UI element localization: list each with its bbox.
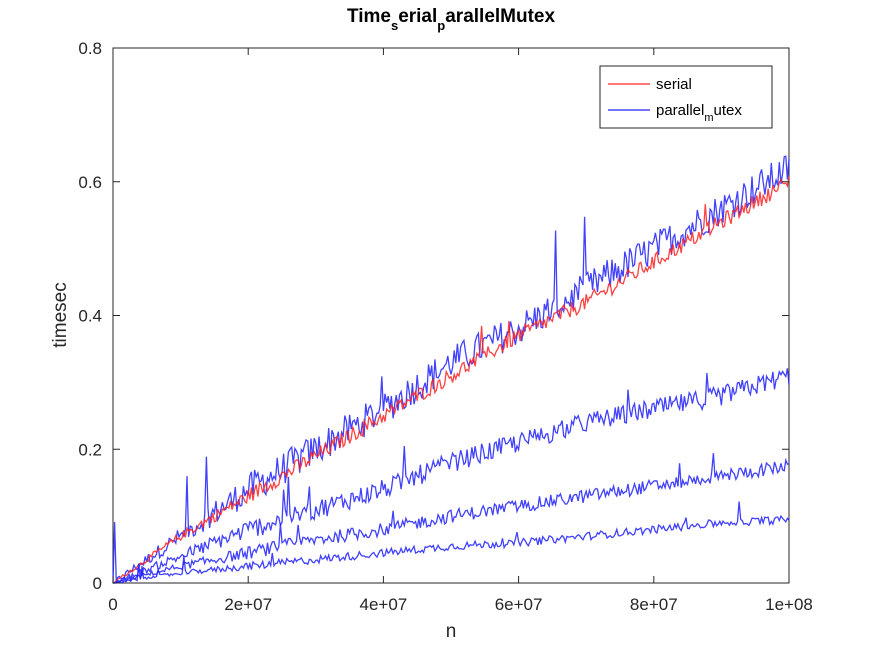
axis-ticks: 0 2e+07 4e+07 6e+07 8e+07 1e+08 0 0.2 0.4 0.6 0.8	[78, 39, 813, 614]
x-tick-label-0: 0	[108, 595, 117, 614]
y-tick-label-4: 0.8	[78, 39, 102, 58]
chart-title: TimeserialparallelMutex	[347, 6, 556, 33]
y-tick-label-1: 0.2	[78, 440, 102, 459]
legend: serial parallelmutex	[599, 65, 773, 129]
series-line-2	[112, 368, 790, 584]
legend-label-parallel-mutex: parallelmutex	[656, 102, 742, 124]
x-tick-label-3: 6e+07	[495, 595, 543, 614]
x-tick-label-1: 2e+07	[224, 595, 272, 614]
legend-label-serial: serial	[656, 76, 692, 93]
series-line-1	[112, 155, 790, 584]
x-tick-label-4: 8e+07	[630, 595, 678, 614]
y-axis-label: timesec	[50, 282, 71, 347]
x-tick-label-5: 1e+08	[765, 595, 813, 614]
plot-area	[112, 47, 790, 584]
y-tick-label-3: 0.6	[78, 173, 102, 192]
x-tick-label-2: 4e+07	[360, 595, 408, 614]
series-line-3	[113, 453, 790, 584]
y-tick-label-2: 0.4	[78, 307, 102, 326]
series-line-0	[112, 176, 790, 584]
series-line-4	[113, 501, 790, 584]
y-tick-label-0: 0	[93, 574, 102, 593]
legend-box	[599, 65, 773, 129]
series-layer	[112, 155, 790, 584]
x-axis-label: n	[446, 621, 457, 642]
